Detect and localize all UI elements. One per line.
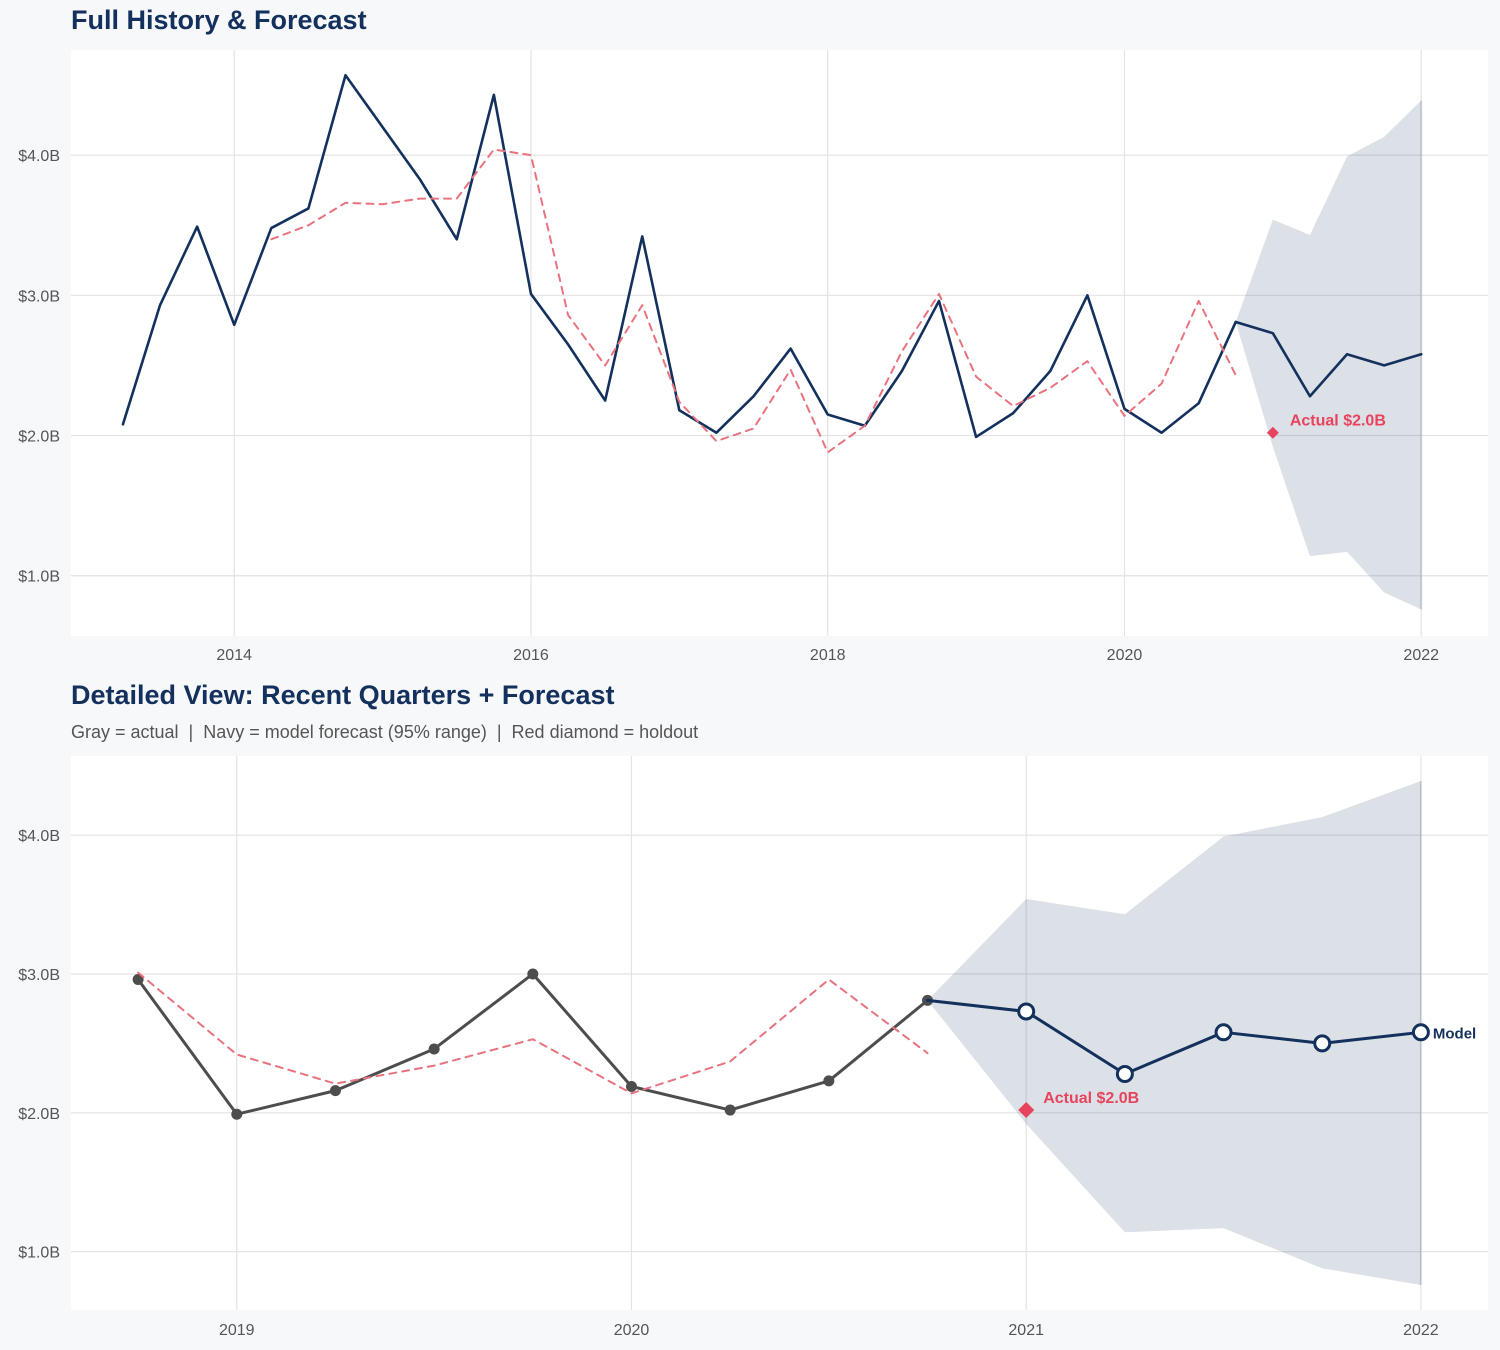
plot-background	[71, 50, 1488, 636]
forecast-band	[927, 780, 1421, 1286]
x-tick-label: 2022	[1403, 1322, 1439, 1339]
y-tick-label: $3.0B	[18, 967, 60, 984]
holdout-diamond	[1266, 426, 1279, 439]
actual-point	[132, 974, 144, 986]
model-series-label: Model	[1433, 1025, 1476, 1042]
x-tick-label: 2014	[216, 647, 252, 664]
actual-point	[428, 1043, 440, 1055]
actual-point	[724, 1104, 736, 1116]
y-tick-label: $1.0B	[18, 569, 60, 586]
forecast-point	[1115, 1064, 1134, 1083]
model-series-line	[926, 998, 1423, 1076]
forecast-point	[1017, 1002, 1036, 1021]
x-tick-label: 2021	[1008, 1322, 1044, 1339]
x-tick-label: 2019	[219, 1322, 255, 1339]
full-history-chart: $1.0B $2.0B $3.0B $4.0B 2014 2016 2018 2020 2022…	[18, 50, 1488, 664]
actual-point	[625, 1080, 637, 1092]
holdout-label: Actual $2.0B	[1290, 413, 1386, 430]
x-tick-label: 2018	[810, 647, 846, 664]
fitted-series-line	[137, 971, 929, 1095]
holdout-diamond	[1018, 1102, 1035, 1119]
fitted-series-line	[270, 148, 1237, 454]
y-tick-label: $4.0B	[18, 148, 60, 165]
plot-background	[71, 756, 1488, 1310]
actual-point	[823, 1075, 835, 1087]
holdout-label: Actual $2.0B	[1043, 1090, 1139, 1107]
forecast-point	[1214, 1023, 1233, 1042]
actual-series-line	[121, 73, 1238, 439]
y-tick-label: $4.0B	[18, 828, 60, 845]
forecast-point	[1313, 1034, 1332, 1053]
x-tick-label: 2020	[1107, 647, 1143, 664]
actual-point	[231, 1108, 243, 1120]
y-tick-label: $3.0B	[18, 288, 60, 305]
forecast-band	[1235, 100, 1422, 610]
bottom-chart-subtitle: Gray = actual | Navy = model forecast (9…	[71, 722, 699, 742]
actual-point	[329, 1085, 341, 1097]
model-series-line	[1234, 320, 1423, 398]
y-tick-label: $2.0B	[18, 429, 60, 446]
y-tick-label: $2.0B	[18, 1106, 60, 1123]
x-tick-label: 2022	[1403, 647, 1439, 664]
x-tick-label: 2020	[614, 1322, 650, 1339]
bottom-chart-title: Detailed View: Recent Quarters + Forecas…	[71, 680, 615, 710]
forecast-point	[1411, 1023, 1430, 1042]
actual-point	[527, 968, 539, 980]
top-chart-title: Full History & Forecast	[71, 5, 367, 35]
y-tick-label: $1.0B	[18, 1245, 60, 1262]
x-tick-label: 2016	[513, 647, 549, 664]
